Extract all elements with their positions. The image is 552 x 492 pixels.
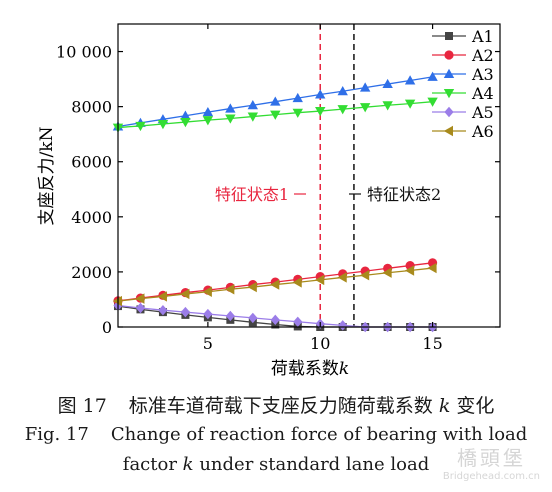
caption-cn-text-post: 变化 bbox=[456, 395, 495, 417]
data-point-a4 bbox=[337, 105, 348, 115]
y-axis-ticks: 0 2000 4000 6000 8000 10 000 bbox=[56, 43, 500, 337]
y-tick-label: 2000 bbox=[71, 263, 112, 282]
legend-swatch-marker bbox=[443, 68, 455, 78]
legend-swatch-marker bbox=[444, 106, 454, 118]
data-point-a5 bbox=[135, 302, 146, 314]
data-point-a3 bbox=[337, 86, 348, 96]
y-tick-label: 0 bbox=[102, 318, 112, 337]
y-tick-label: 6000 bbox=[71, 153, 112, 172]
legend-label: A4 bbox=[471, 84, 494, 103]
data-point-a6 bbox=[315, 274, 325, 286]
x-tick-label: 10 bbox=[310, 334, 330, 353]
data-point-a3 bbox=[247, 100, 259, 110]
data-point-a5 bbox=[158, 304, 168, 316]
data-point-a3 bbox=[404, 75, 416, 85]
data-point-a6 bbox=[247, 281, 257, 293]
ref-label-2: 特征状态2 bbox=[367, 185, 441, 204]
data-point-a6 bbox=[382, 267, 392, 278]
data-point-a5 bbox=[248, 312, 258, 324]
caption-en-var: k bbox=[182, 454, 194, 475]
data-point-a6 bbox=[225, 284, 235, 295]
legend-label: A2 bbox=[471, 46, 494, 65]
x-axis-label-var: k bbox=[339, 359, 349, 379]
caption-en-pre: factor bbox=[122, 454, 177, 475]
ref-label-1: 特征状态1 bbox=[215, 185, 289, 204]
legend-label: A6 bbox=[471, 122, 494, 141]
data-point-a4 bbox=[247, 112, 259, 122]
data-point-a3 bbox=[382, 78, 393, 89]
data-point-a6 bbox=[427, 262, 437, 274]
y-tick-label: 4000 bbox=[71, 208, 112, 227]
data-point-a5 bbox=[338, 320, 348, 331]
plot-frame bbox=[117, 23, 501, 328]
data-point-a4 bbox=[315, 107, 326, 117]
data-point-a4 bbox=[225, 114, 236, 124]
watermark-url: Bridgehead.com.cn bbox=[442, 471, 540, 482]
data-point-a5 bbox=[203, 308, 213, 320]
data-point-a6 bbox=[135, 293, 145, 304]
y-tick-label: 8000 bbox=[71, 98, 112, 117]
data-point-a4 bbox=[202, 116, 214, 126]
data-point-a4 bbox=[427, 97, 438, 107]
data-point-a6 bbox=[202, 286, 212, 297]
caption-chinese: 图 17 标准车道荷载下支座反力随荷载系数 k 变化 bbox=[0, 391, 552, 418]
data-point-a4 bbox=[157, 119, 169, 130]
data-point-a6 bbox=[337, 272, 347, 283]
legend-label: A3 bbox=[471, 65, 494, 84]
series-a4 bbox=[112, 97, 438, 133]
y-axis-label: 支座反力/kN bbox=[37, 126, 57, 225]
data-point-a6 bbox=[404, 265, 415, 276]
data-point-a4 bbox=[359, 103, 371, 113]
data-point-a3 bbox=[180, 110, 191, 120]
y-tick-label: 10 000 bbox=[56, 43, 112, 62]
data-point-a5 bbox=[225, 310, 235, 322]
data-point-a3 bbox=[270, 96, 281, 106]
data-point-a4 bbox=[292, 108, 303, 118]
x-axis-label: 荷载系数k bbox=[271, 359, 349, 379]
legend-label: A1 bbox=[471, 27, 494, 46]
data-point-a4 bbox=[382, 101, 393, 111]
data-point-a4 bbox=[270, 110, 281, 120]
watermark: 橋頭堡 Bridgehead.com.cn bbox=[443, 442, 540, 482]
data-point-a5 bbox=[180, 306, 191, 318]
data-point-a4 bbox=[135, 121, 146, 132]
legend-swatch-marker bbox=[445, 32, 453, 40]
chart: 0 2000 4000 6000 8000 10 000 5 10 15 A1A2A3A4A5… bbox=[37, 23, 501, 379]
x-axis-ticks: 5 10 15 bbox=[203, 24, 443, 353]
data-point-a4 bbox=[404, 99, 416, 109]
data-point-a3 bbox=[292, 92, 303, 103]
legend-label: A5 bbox=[471, 103, 494, 122]
data-point-a3 bbox=[202, 106, 214, 117]
data-point-a5 bbox=[293, 316, 303, 327]
data-point-a6 bbox=[270, 279, 280, 290]
caption-cn-number: 图 17 bbox=[57, 395, 107, 417]
series-a6 bbox=[112, 262, 437, 307]
data-point-a5 bbox=[270, 314, 280, 326]
x-tick-label: 5 bbox=[203, 334, 213, 353]
legend-swatch-marker bbox=[444, 50, 454, 60]
data-point-a3 bbox=[315, 89, 326, 99]
caption-english-line2: factor k under standard lane load bbox=[0, 454, 552, 475]
data-point-a3 bbox=[359, 82, 371, 92]
caption-cn-var: k bbox=[438, 395, 451, 417]
data-point-a3 bbox=[427, 71, 438, 81]
caption-en-post: under standard lane load bbox=[199, 454, 430, 475]
legend-swatch-marker bbox=[443, 89, 455, 99]
legend-swatch-marker bbox=[443, 125, 453, 137]
data-point-a6 bbox=[157, 291, 167, 302]
data-point-a6 bbox=[180, 288, 190, 300]
caption-en-line1-text: Change of reaction force of bearing with… bbox=[110, 424, 528, 445]
x-axis-label-text: 荷载系数 bbox=[271, 359, 339, 379]
data-point-a3 bbox=[225, 103, 236, 113]
caption-english-line1: Fig. 17 Change of reaction force of beari… bbox=[0, 424, 552, 445]
caption-cn-text-pre: 标准车道荷载下支座反力随荷载系数 bbox=[128, 395, 433, 417]
data-point-a4 bbox=[180, 118, 191, 128]
caption-en-number: Fig. 17 bbox=[24, 424, 89, 445]
watermark-logo-text: 橋頭堡 bbox=[456, 446, 526, 470]
data-point-a6 bbox=[292, 277, 302, 288]
reference-lines bbox=[319, 24, 355, 327]
x-tick-label: 15 bbox=[422, 334, 442, 353]
data-point-a6 bbox=[359, 270, 370, 281]
